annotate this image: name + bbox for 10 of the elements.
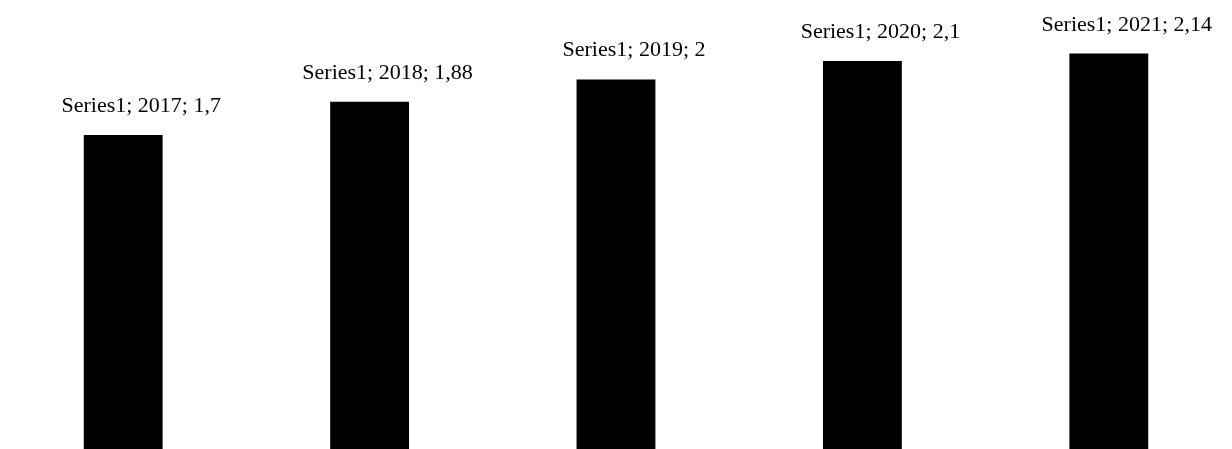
data-label: Series1; 2017; 1,7: [61, 91, 221, 117]
bar: [822, 60, 902, 449]
data-label: Series1; 2018; 1,88: [302, 58, 473, 84]
data-label: Series1; 2019; 2: [562, 36, 706, 62]
data-label: Series1; 2021; 2,14: [1041, 10, 1213, 36]
bar: [1069, 53, 1149, 449]
bar: [330, 101, 410, 449]
bar: [83, 134, 163, 449]
bar: [576, 79, 656, 449]
data-label: Series1; 2020; 2,1: [800, 17, 961, 43]
